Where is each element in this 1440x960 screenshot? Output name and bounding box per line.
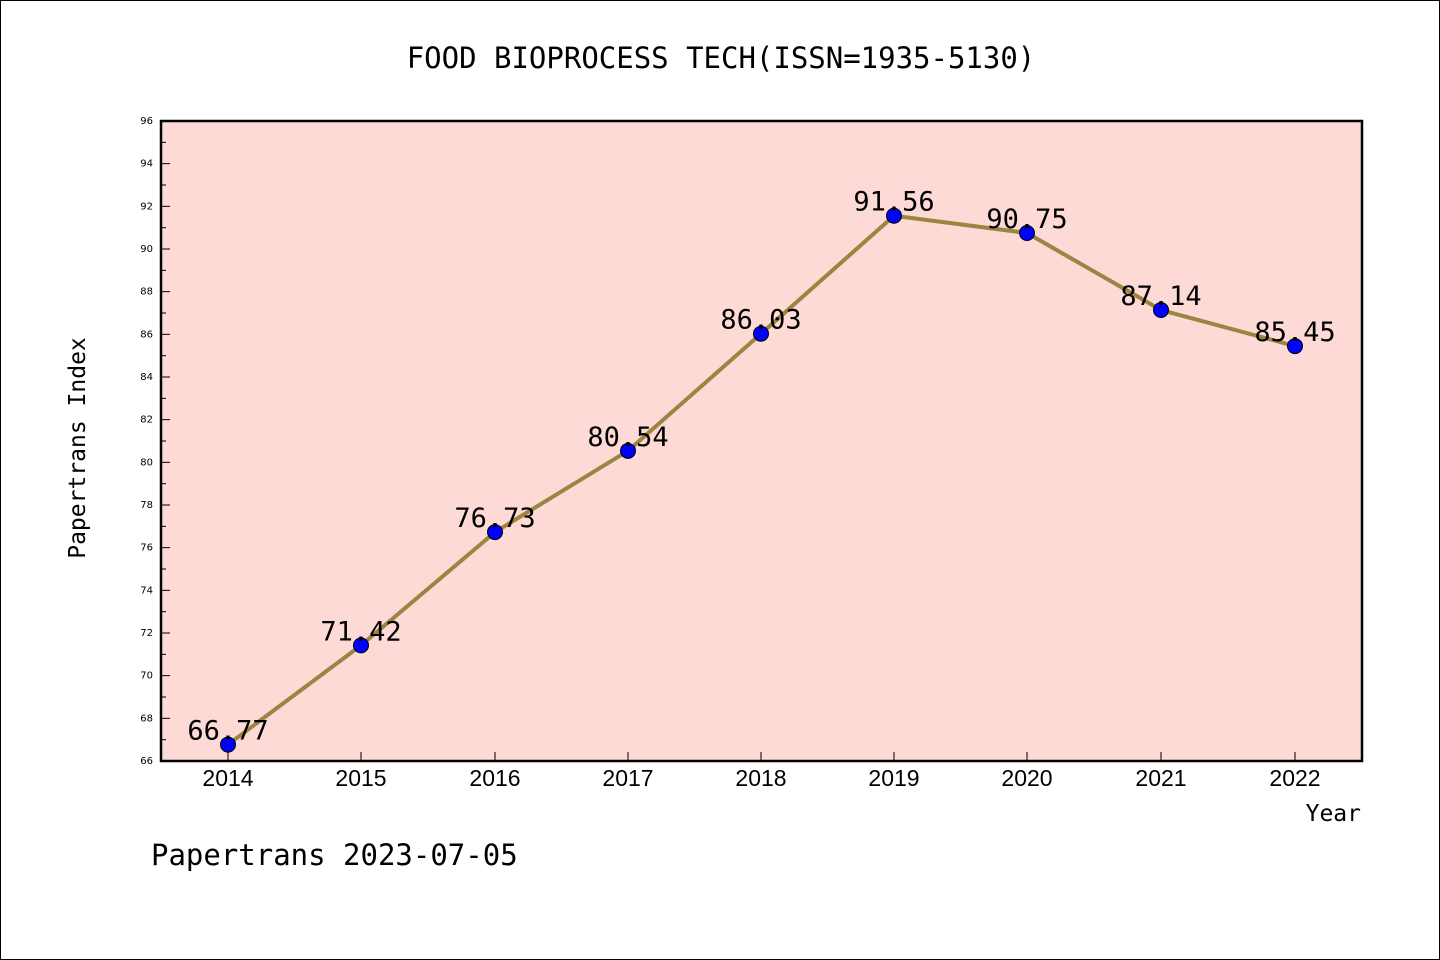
y-tick-label: 82 [140, 415, 153, 426]
y-tick-label: 96 [140, 116, 153, 127]
x-tick-label: 2021 [1135, 765, 1186, 791]
y-axis-label: Papertrans Index [65, 337, 91, 559]
data-label: 76.73 [454, 503, 535, 534]
data-point [487, 524, 503, 541]
x-tick-label: 2022 [1269, 765, 1320, 791]
data-label: 85.45 [1254, 317, 1335, 348]
y-tick-label: 84 [140, 372, 153, 383]
data-point [1019, 225, 1035, 241]
y-tick-label: 76 [140, 543, 153, 554]
chart-title: FOOD BIOPROCESS TECH(ISSN=1935-5130) [407, 41, 1036, 75]
y-tick-label: 94 [140, 159, 153, 170]
footer-text: Papertrans 2023-07-05 [151, 838, 518, 872]
data-point [886, 207, 902, 224]
x-tick-label: 2018 [735, 765, 786, 791]
data-point [753, 325, 769, 342]
plot-area: 66 68 70 72 74 76 78 80 82 84 86 88 90 92 94 96 2014 2015… [140, 116, 1364, 791]
y-tick-label: 66 [140, 756, 153, 767]
data-label: 80.54 [587, 422, 668, 453]
data-label: 90.75 [986, 204, 1067, 235]
data-label: 91.56 [853, 187, 934, 218]
y-tick-label: 78 [140, 500, 153, 511]
x-tick-label: 2015 [335, 765, 386, 791]
y-tick-label: 74 [140, 585, 153, 596]
data-point [620, 442, 636, 459]
y-tick-label: 90 [140, 244, 153, 255]
x-tick-label: 2017 [602, 765, 653, 791]
y-tick-label: 86 [140, 329, 153, 340]
x-tick-label: 2016 [469, 765, 520, 791]
data-label: 66.77 [187, 716, 268, 747]
y-tick-label: 68 [140, 713, 153, 724]
x-tick-label: 2014 [202, 765, 253, 791]
data-point [353, 637, 369, 654]
y-tick-label: 80 [140, 457, 153, 468]
y-tick-label: 70 [140, 671, 153, 682]
x-tick-label: 2020 [1001, 765, 1052, 791]
data-point [1153, 302, 1169, 319]
data-point [220, 736, 236, 753]
data-label: 87.14 [1120, 281, 1201, 312]
plot-background [159, 119, 1364, 763]
x-axis-label: Year [1306, 801, 1361, 827]
y-tick-label: 88 [140, 287, 153, 298]
x-tick-label: 2019 [868, 765, 919, 791]
data-label: 86.03 [720, 305, 801, 336]
data-point [1287, 338, 1303, 355]
y-tick-label: 72 [140, 628, 153, 639]
data-label: 71.42 [320, 616, 401, 647]
y-tick-label: 92 [140, 201, 153, 212]
